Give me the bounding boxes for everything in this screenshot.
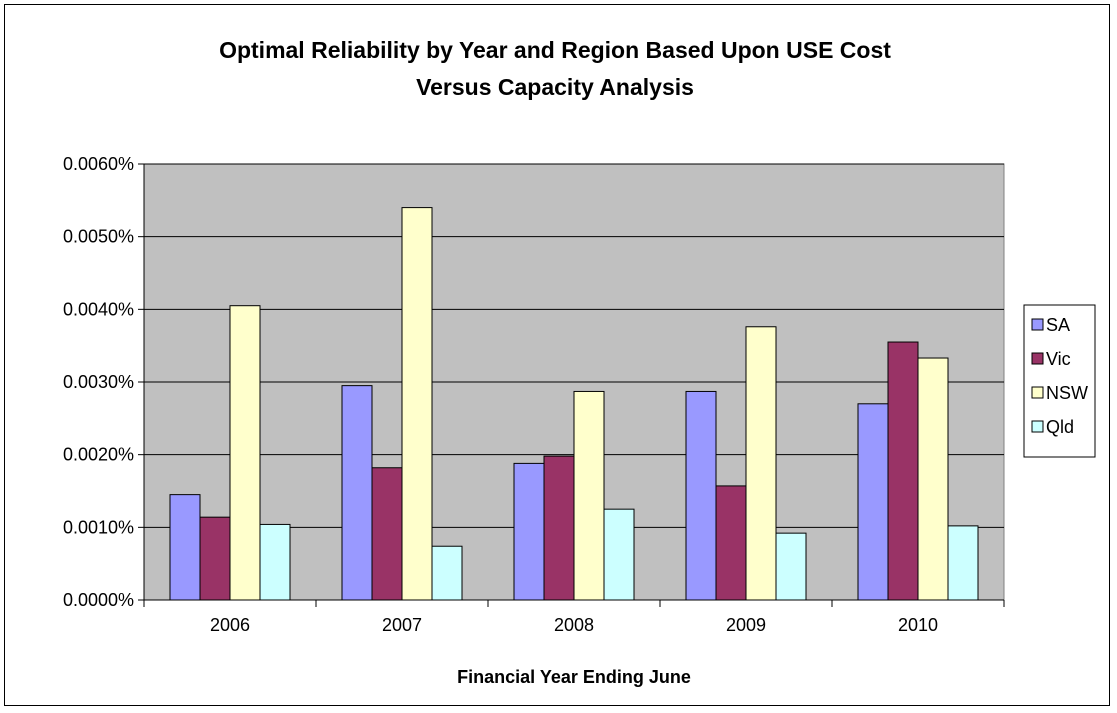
x-tick-label: 2010 (898, 615, 938, 635)
bar-vic-2010 (887, 341, 919, 601)
bar-sa-2007 (341, 385, 373, 601)
legend-items: SA Vic NSW Qld (1031, 315, 1088, 437)
x-tick-label: 2008 (554, 615, 594, 635)
legend-swatch-vic (1031, 352, 1044, 365)
bar-qld-2007 (431, 545, 463, 601)
x-tick-label: 2006 (210, 615, 250, 635)
bar-qld-2008 (603, 508, 635, 601)
x-tick-label: 2007 (382, 615, 422, 635)
bar-vic-2009 (715, 485, 747, 601)
bar-sa-2009 (685, 390, 717, 601)
legend-label-vic: Vic (1046, 349, 1071, 369)
y-tick-label: 0.0050% (63, 227, 134, 247)
y-tick-labels: 0.0000% 0.0010% 0.0020% 0.0030% 0.0040% 0.005… (63, 154, 134, 610)
bar-qld-2010 (947, 525, 979, 601)
y-tick-label: 0.0010% (63, 517, 134, 537)
bar-sa-2006 (169, 494, 201, 601)
chart-title-line-2: Versus Capacity Analysis (416, 74, 694, 100)
bar-nsw-2007 (401, 207, 433, 601)
legend-swatch-sa (1031, 318, 1044, 331)
x-axis-title: Financial Year Ending June (457, 667, 691, 687)
x-tick-label: 2009 (726, 615, 766, 635)
y-tick-label: 0.0000% (63, 590, 134, 610)
bar-qld-2009 (775, 532, 807, 601)
bar-qld-2006 (259, 523, 291, 601)
y-tick-label: 0.0030% (63, 372, 134, 392)
chart-title-line-1: Optimal Reliability by Year and Region B… (219, 37, 891, 63)
legend-label-qld: Qld (1046, 417, 1074, 437)
legend-label-sa: SA (1046, 315, 1070, 335)
legend-swatch-qld (1031, 420, 1044, 433)
x-tick-labels: 2006 2007 2008 2009 2010 (210, 615, 938, 635)
legend-label-nsw: NSW (1046, 383, 1088, 403)
y-tick-label: 0.0060% (63, 154, 134, 174)
bar-vic-2006 (199, 516, 231, 601)
bar-vic-2007 (371, 467, 403, 601)
bar-nsw-2009 (745, 326, 777, 601)
bar-nsw-2006 (229, 305, 261, 601)
bar-sa-2010 (857, 403, 889, 601)
axes (138, 163, 1005, 607)
legend: SA Vic NSW Qld (1023, 304, 1096, 458)
bar-nsw-2008 (573, 390, 605, 601)
y-tick-label: 0.0040% (63, 299, 134, 319)
legend-swatch-nsw (1031, 386, 1044, 399)
bar-vic-2008 (543, 455, 575, 601)
bar-sa-2008 (513, 462, 545, 601)
bar-nsw-2010 (917, 357, 949, 601)
y-tick-label: 0.0020% (63, 445, 134, 465)
bars (169, 207, 979, 601)
